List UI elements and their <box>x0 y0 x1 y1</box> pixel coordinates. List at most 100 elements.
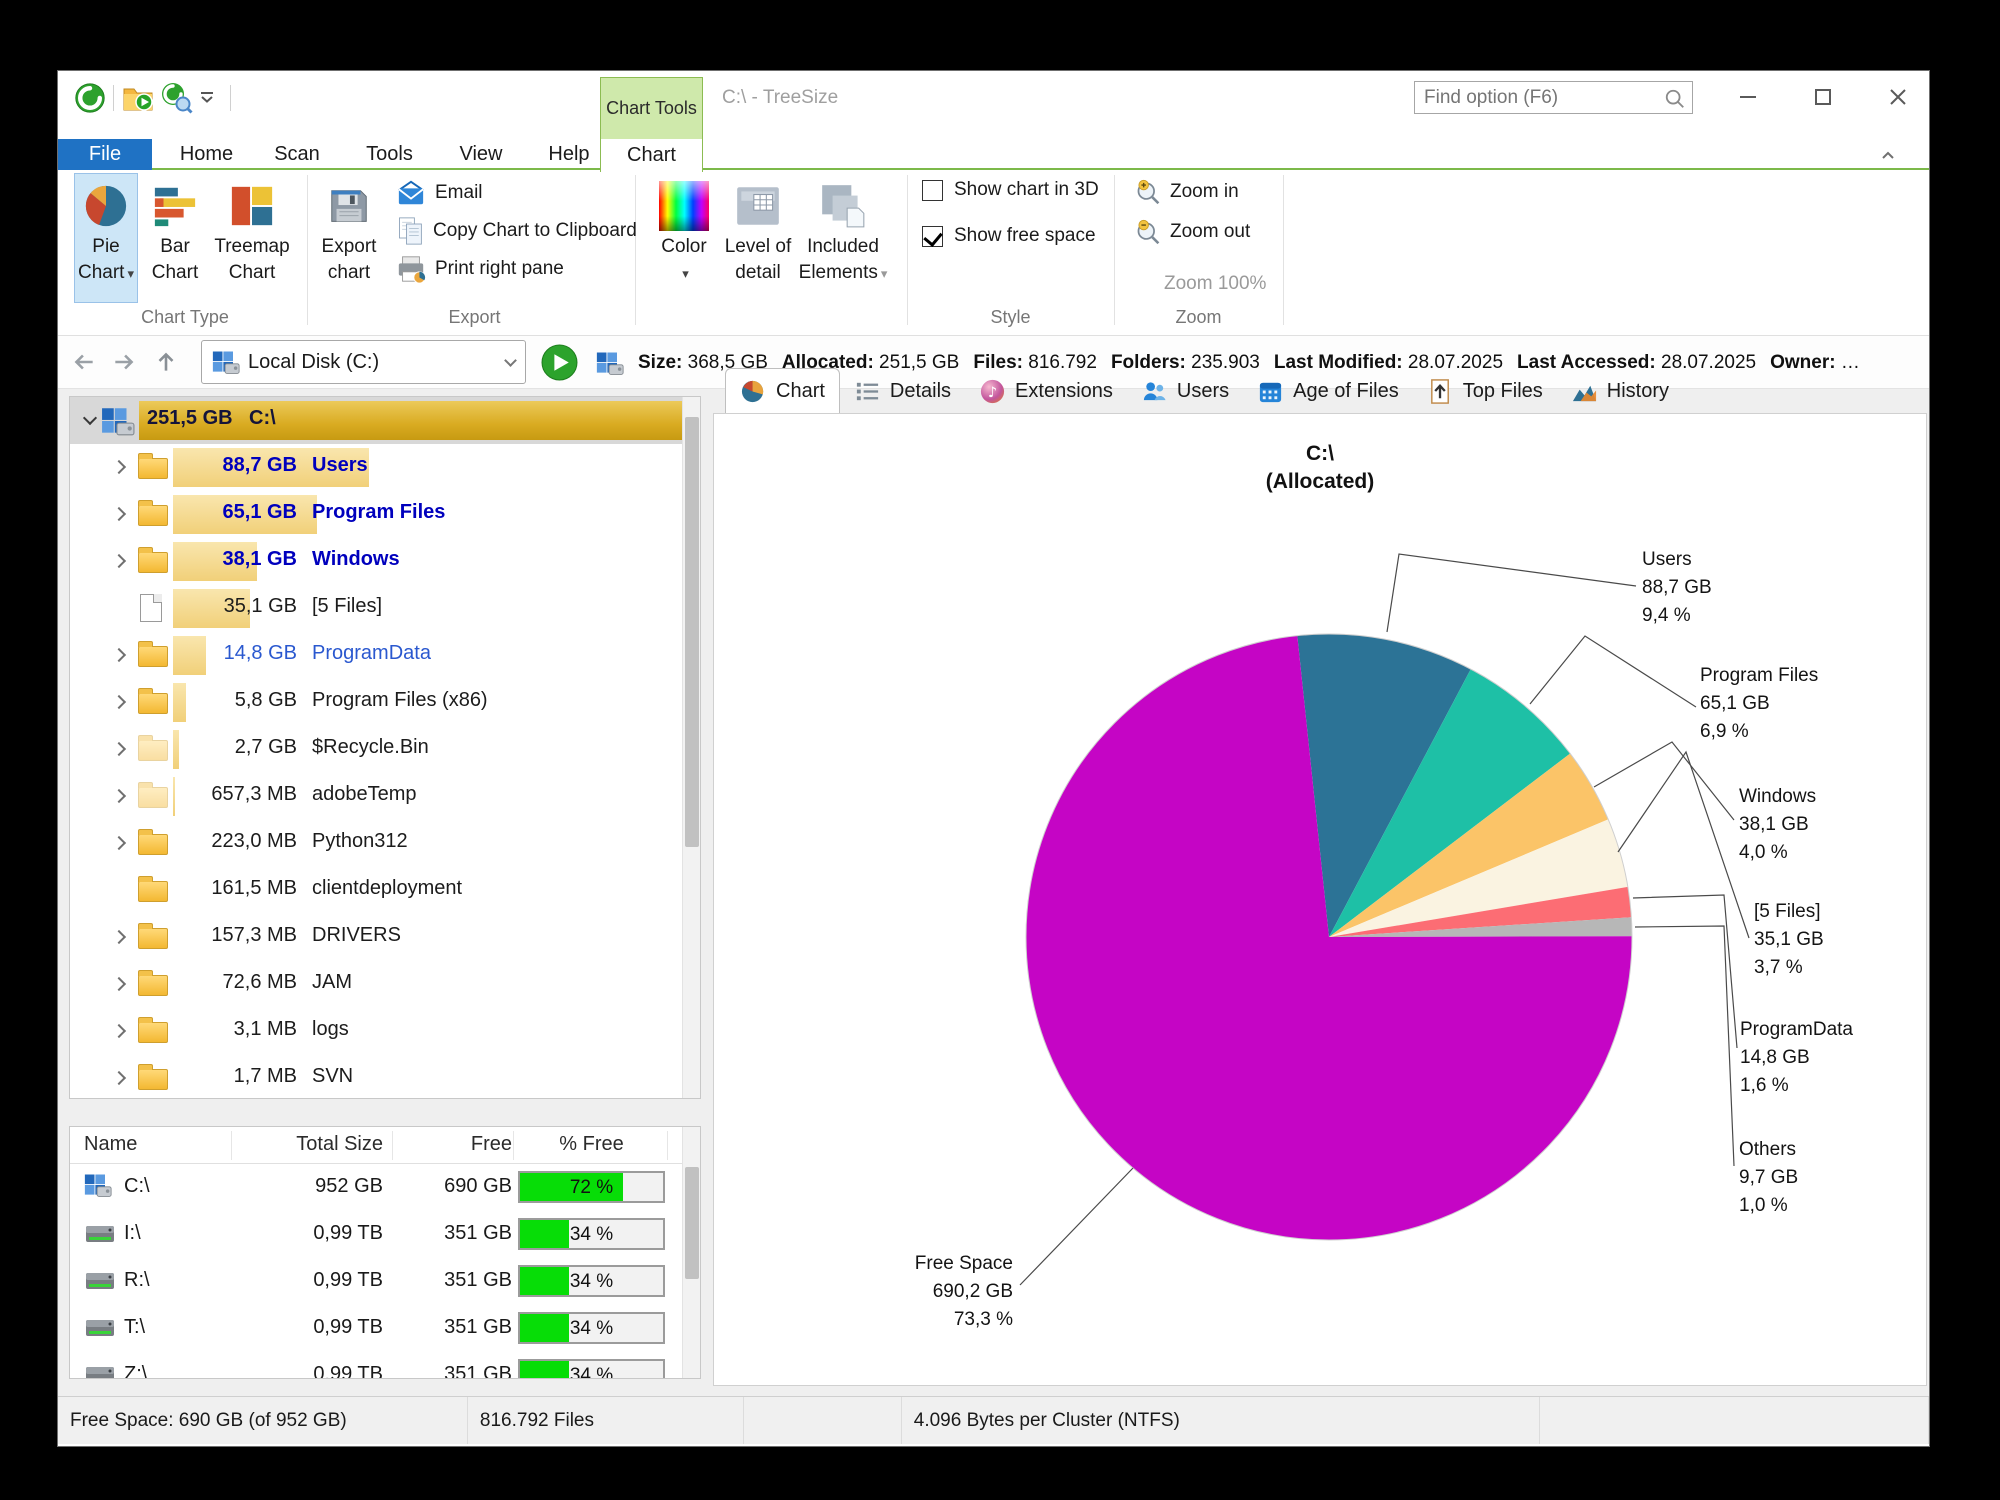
chevron-collapsed-icon[interactable] <box>111 459 127 475</box>
view-tab-age-of-files[interactable]: Age of Files <box>1243 369 1413 413</box>
close-button[interactable] <box>1875 79 1921 115</box>
tree-row-c-[interactable]: 251,5 GB C:\ <box>70 397 700 444</box>
pie-slice-others[interactable] <box>1329 917 1632 937</box>
ribbon-tab-view[interactable]: View <box>459 143 503 165</box>
tree-row-program-files[interactable]: 65,1 GB Program Files <box>70 491 700 538</box>
show-free-space-checkbox[interactable]: Show free space <box>922 221 1096 251</box>
ribbon-tab-file[interactable]: File <box>58 139 152 170</box>
column-divider <box>513 1131 514 1160</box>
ribbon-tab-tools[interactable]: Tools <box>366 143 413 165</box>
tab-chart[interactable]: Chart <box>600 139 703 172</box>
chevron-expanded-icon[interactable] <box>82 410 98 426</box>
collapse-ribbon-icon[interactable] <box>1876 145 1900 165</box>
drive-row-c[interactable]: C:\ 952 GB 690 GB 72 % <box>70 1164 700 1211</box>
view-tab-users[interactable]: Users <box>1127 369 1243 413</box>
view-tab-chart[interactable]: Chart <box>725 368 840 413</box>
tree-row-users[interactable]: 88,7 GB Users <box>70 444 700 491</box>
checkbox-checked-icon[interactable] <box>922 225 943 247</box>
show-chart-3d-checkbox[interactable]: Show chart in 3D <box>922 175 1099 205</box>
drive-row-i[interactable]: I:\ 0,99 TB 351 GB 34 % <box>70 1211 700 1258</box>
path-dropdown[interactable]: Local Disk (C:) <box>201 340 526 384</box>
group-caption-chart-type: Chart Type <box>141 307 229 327</box>
tree-row-python312[interactable]: 223,0 MB Python312 <box>70 820 700 867</box>
tree-row-windows[interactable]: 38,1 GB Windows <box>70 538 700 585</box>
drive-row-z[interactable]: Z:\ 0,99 TB 351 GB 34 % <box>70 1352 700 1379</box>
export-chart-button[interactable]: Export chart <box>314 173 384 303</box>
scan-folder-icon[interactable] <box>122 83 154 113</box>
checkbox-unchecked-icon[interactable] <box>922 179 943 201</box>
chevron-collapsed-icon[interactable] <box>111 1070 127 1086</box>
pie-chart-button[interactable]: Pie Chart ▾ <box>74 173 138 303</box>
maximize-button[interactable] <box>1800 79 1846 115</box>
chevron-collapsed-icon[interactable] <box>111 788 127 804</box>
ribbon-tab-scan[interactable]: Scan <box>274 143 320 165</box>
tree-row-drivers[interactable]: 157,3 MB DRIVERS <box>70 914 700 961</box>
chevron-collapsed-icon[interactable] <box>111 929 127 945</box>
column-header-total-size[interactable]: Total Size <box>296 1133 383 1155</box>
pie-slice-windows[interactable] <box>1329 753 1609 938</box>
tree-row-program-files-x86-[interactable]: 5,8 GB Program Files (x86) <box>70 679 700 726</box>
pie-slice-programdata[interactable] <box>1329 886 1632 937</box>
chevron-collapsed-icon[interactable] <box>111 506 127 522</box>
free-space-bar-fill <box>520 1361 569 1378</box>
email-button[interactable]: Email <box>396 176 483 210</box>
pie-slice-users[interactable] <box>1297 634 1471 937</box>
find-option-input[interactable] <box>1415 82 1692 113</box>
tree-row-svn[interactable]: 1,7 MB SVN <box>70 1055 700 1098</box>
tree-row--recycle-bin[interactable]: 2,7 GB $Recycle.Bin <box>70 726 700 773</box>
chevron-collapsed-icon[interactable] <box>111 694 127 710</box>
tree-row-name: C:\ <box>249 407 276 429</box>
zoom-out-button[interactable]: Zoom out <box>1135 215 1250 249</box>
up-arrow-icon[interactable] <box>149 345 183 379</box>
forward-arrow-icon[interactable] <box>107 345 141 379</box>
tree-row-programdata[interactable]: 14,8 GB ProgramData <box>70 632 700 679</box>
drive-table-header[interactable]: Name Total Size Free % Free <box>70 1127 700 1164</box>
print-button[interactable]: Print right pane <box>396 252 564 286</box>
tree-row-jam[interactable]: 72,6 MB JAM <box>70 961 700 1008</box>
bar-chart-button[interactable]: Bar Chart <box>144 173 206 303</box>
title-bar: C:\ - TreeSize <box>58 71 1929 139</box>
drive-total-size: 0,99 TB <box>313 1363 383 1379</box>
view-tab-details[interactable]: Details <box>840 369 965 413</box>
column-header-free[interactable]: Free <box>470 1133 512 1155</box>
chevron-collapsed-icon[interactable] <box>111 741 127 757</box>
copy-chart-button[interactable]: Copy Chart to Clipboard <box>396 214 637 248</box>
folder-icon <box>138 923 168 949</box>
drive-scrollbar-thumb[interactable] <box>685 1167 699 1279</box>
search-icon[interactable] <box>160 81 193 114</box>
column-header-name[interactable]: Name <box>84 1133 138 1155</box>
drive-total-size: 0,99 TB <box>313 1222 383 1244</box>
chevron-collapsed-icon[interactable] <box>111 647 127 663</box>
tree-scrollbar-thumb[interactable] <box>685 417 699 847</box>
tree-row-logs[interactable]: 3,1 MB logs <box>70 1008 700 1055</box>
tree-scrollbar[interactable] <box>682 397 700 1098</box>
back-arrow-icon[interactable] <box>67 345 101 379</box>
tree-row-clientdeployment[interactable]: 161,5 MB clientdeployment <box>70 867 700 914</box>
view-tab-top-files[interactable]: Top Files <box>1413 369 1557 413</box>
zoom-in-button[interactable]: Zoom in <box>1135 175 1239 209</box>
tree-row--5-files-[interactable]: 35,1 GB [5 Files] <box>70 585 700 632</box>
find-option-box[interactable] <box>1414 81 1693 114</box>
pie-slice-program-files[interactable] <box>1329 669 1571 937</box>
color-button[interactable]: Color ▾ <box>654 173 714 303</box>
customize-toolbar-icon[interactable] <box>196 85 218 109</box>
ribbon-tab-help[interactable]: Help <box>548 143 590 165</box>
chevron-collapsed-icon[interactable] <box>111 976 127 992</box>
drive-scrollbar[interactable] <box>682 1127 700 1378</box>
view-tab-history[interactable]: History <box>1557 369 1683 413</box>
chevron-collapsed-icon[interactable] <box>111 553 127 569</box>
chevron-collapsed-icon[interactable] <box>111 1023 127 1039</box>
view-tab-extensions[interactable]: ♪ Extensions <box>965 369 1127 413</box>
drive-icon <box>101 404 135 438</box>
start-scan-button[interactable] <box>541 344 578 381</box>
drive-row-r[interactable]: R:\ 0,99 TB 351 GB 34 % <box>70 1258 700 1305</box>
column-header-pct-free[interactable]: % Free <box>559 1133 624 1155</box>
pie-slice-free-space[interactable] <box>1026 635 1633 1241</box>
minimize-button[interactable] <box>1725 79 1771 115</box>
pie-slice--5-files-[interactable] <box>1329 819 1628 937</box>
drive-row-t[interactable]: T:\ 0,99 TB 351 GB 34 % <box>70 1305 700 1352</box>
chevron-collapsed-icon[interactable] <box>111 835 127 851</box>
tree-row-adobetemp[interactable]: 657,3 MB adobeTemp <box>70 773 700 820</box>
ribbon-tab-home[interactable]: Home <box>179 143 234 165</box>
treemap-chart-button[interactable]: Treemap Chart <box>208 173 296 303</box>
